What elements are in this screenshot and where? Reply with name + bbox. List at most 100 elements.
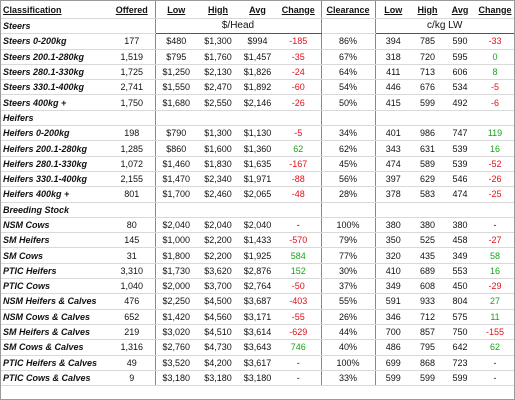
column-header: Offered [109, 1, 155, 19]
cell: 62 [276, 140, 322, 157]
spacer [276, 110, 322, 127]
data-row: SM Cows & Calves 1,316 $2,760 $4,730 $3,643 7… [1, 339, 514, 356]
cell: 553 [444, 263, 476, 280]
cell: - [276, 217, 322, 234]
cell: 458 [444, 232, 476, 249]
column-header: Change [276, 1, 322, 19]
cell: $994 [239, 33, 276, 50]
cell: $1,550 [154, 79, 197, 96]
cell: 58 [476, 247, 514, 264]
cell: 349 [444, 247, 476, 264]
cell: 539 [444, 140, 476, 157]
cell: - [276, 370, 322, 387]
row-label: Heifers 200.1-280kg [1, 140, 109, 157]
cell: -33 [476, 33, 514, 50]
cell: $4,730 [197, 339, 239, 356]
data-row: Steers 200.1-280kg 1,519 $795 $1,760 $1,457-… [1, 49, 514, 65]
cell: 2,741 [109, 79, 155, 96]
cell: - [476, 370, 514, 387]
cell: 933 [411, 293, 444, 310]
cell: 0 [476, 49, 514, 65]
row-label: PTIC Heifers & Calves [1, 355, 109, 371]
spacer [276, 202, 322, 218]
data-row: NSM Heifers & Calves 476 $2,250 $4,500 $3,68… [1, 293, 514, 310]
cell: -155 [476, 324, 514, 341]
cell: -403 [276, 293, 322, 310]
cell: $2,200 [197, 247, 239, 264]
cell: 857 [411, 324, 444, 341]
spacer [321, 110, 375, 127]
cell: 868 [411, 355, 444, 371]
cell: 474 [444, 186, 476, 203]
cell: 411 [374, 64, 411, 81]
section-title: Breeding Stock [1, 202, 109, 218]
cell: $790 [154, 125, 197, 142]
spacer [154, 202, 197, 218]
cell: 631 [411, 140, 444, 157]
spacer [197, 202, 239, 218]
cell: 1,040 [109, 278, 155, 295]
cell: 177 [109, 33, 155, 50]
cell: 77% [321, 247, 375, 264]
cell: $2,470 [197, 79, 239, 96]
cell: 45% [321, 156, 375, 172]
cell: 44% [321, 324, 375, 341]
spacer [109, 202, 155, 218]
cell: 320 [374, 247, 411, 264]
row-label: Steers 200.1-280kg [1, 49, 109, 65]
cell: -25 [476, 186, 514, 203]
cell: $2,200 [197, 232, 239, 249]
cell: -629 [276, 324, 322, 341]
cell: 747 [444, 125, 476, 142]
cell: -50 [276, 278, 322, 295]
spacer [444, 110, 476, 127]
row-label: Steers 400kg + [1, 94, 109, 111]
cell: 62 [476, 339, 514, 356]
cell: 56% [321, 171, 375, 188]
cell: 539 [444, 156, 476, 172]
cell: 599 [411, 94, 444, 111]
cell: 9 [109, 370, 155, 387]
cell: 525 [411, 232, 444, 249]
cell: 100% [321, 355, 375, 371]
spacer [109, 18, 155, 35]
cell: - [476, 355, 514, 371]
cell: 64% [321, 64, 375, 81]
cell: 699 [374, 355, 411, 371]
cell: 79% [321, 232, 375, 249]
column-header: Avg [239, 1, 276, 19]
cell: 723 [444, 355, 476, 371]
cell: $1,730 [154, 263, 197, 280]
column-header: Low [374, 1, 411, 19]
cell: 492 [444, 94, 476, 111]
cell: $1,457 [239, 49, 276, 65]
cell: 50% [321, 94, 375, 111]
section-row: Steers $/Head c/kg LW [1, 18, 514, 35]
section-title: Steers [1, 18, 109, 35]
cell: $2,065 [239, 186, 276, 203]
cell: 11 [476, 309, 514, 325]
cell: 599 [444, 370, 476, 387]
cell: $2,550 [197, 94, 239, 111]
column-header: Low [154, 1, 197, 19]
cell: 986 [411, 125, 444, 142]
column-header: Avg [444, 1, 476, 19]
cell: $1,300 [197, 33, 239, 50]
cell: 40% [321, 339, 375, 356]
cell: 86% [321, 33, 375, 50]
cell: -24 [276, 64, 322, 81]
cell: 62% [321, 140, 375, 157]
cell: 100% [321, 217, 375, 234]
cell: $3,520 [154, 355, 197, 371]
row-label: PTIC Cows & Calves [1, 370, 109, 387]
cell: 689 [411, 263, 444, 280]
data-row: PTIC Cows 1,040 $2,000 $3,700 $2,764 -50 37% 34… [1, 278, 514, 295]
cell: $860 [154, 140, 197, 157]
cell: -88 [276, 171, 322, 188]
data-row: PTIC Heifers 3,310 $1,730 $3,620 $2,876 152 30… [1, 263, 514, 280]
unit-label: $/Head [154, 18, 322, 35]
section-row: Heifers [1, 110, 514, 127]
row-label: Heifers 330.1-400kg [1, 171, 109, 188]
cell: 1,072 [109, 156, 155, 172]
cell: -185 [276, 33, 322, 50]
